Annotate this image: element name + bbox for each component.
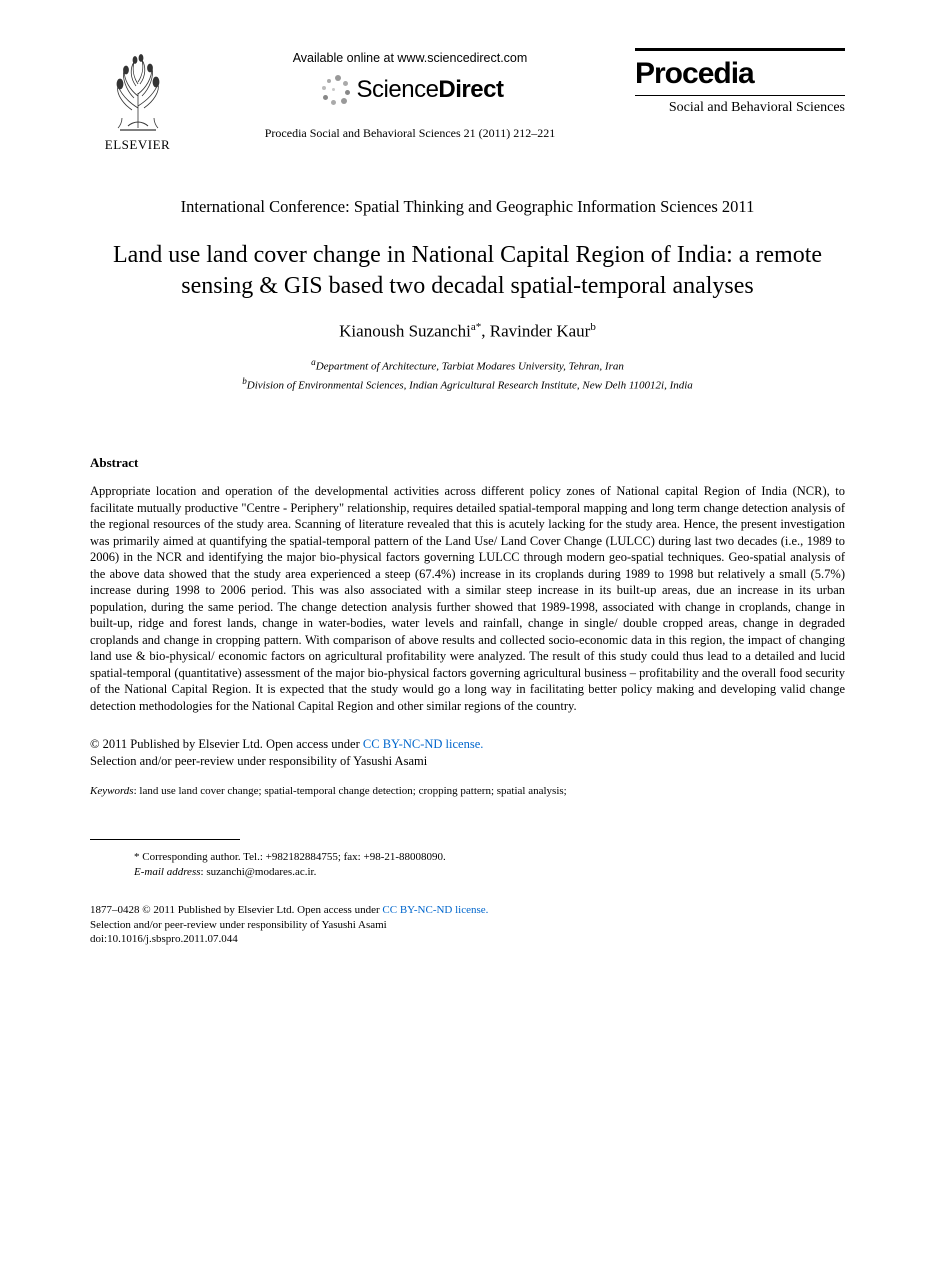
affil-a: Department of Architecture, Tarbiat Moda… — [316, 360, 624, 372]
procedia-logo-block: Procedia Social and Behavioral Sciences — [635, 48, 845, 118]
author-sep: , — [481, 322, 490, 341]
footer-line1b: Open access under — [297, 904, 382, 916]
sciencedirect-logo: ScienceDirect — [317, 73, 504, 107]
keywords-text: : land use land cover change; spatial-te… — [134, 785, 567, 797]
affil-b: Division of Environmental Sciences, Indi… — [247, 379, 693, 391]
author-2-sup: b — [590, 321, 596, 333]
abstract-heading: Abstract — [90, 454, 845, 472]
footnote-email-label: E-mail address — [134, 866, 201, 878]
authors-line: Kianoush Suzanchia*, Ravinder Kaurb — [90, 320, 845, 344]
footnote-rule — [90, 839, 240, 840]
keywords-label: Keywords — [90, 785, 134, 797]
conference-name: International Conference: Spatial Thinki… — [90, 196, 845, 218]
copyright-line1b: Open access under — [266, 737, 363, 751]
author-1: Kianoush Suzanchi — [339, 322, 471, 341]
elsevier-label: ELSEVIER — [105, 136, 170, 154]
footer-line1a: 1877–0428 © 2011 Published by Elsevier L… — [90, 904, 297, 916]
keywords-line: Keywords: land use land cover change; sp… — [90, 784, 845, 799]
paper-header: ELSEVIER Available online at www.science… — [90, 48, 845, 154]
footer-license-link[interactable]: CC BY-NC-ND license. — [382, 904, 488, 916]
copyright-block: © 2011 Published by Elsevier Ltd. Open a… — [90, 736, 845, 770]
page-footer: 1877–0428 © 2011 Published by Elsevier L… — [90, 903, 845, 948]
copyright-line1a: © 2011 Published by Elsevier Ltd. — [90, 737, 266, 751]
header-center: Available online at www.sciencedirect.co… — [185, 48, 635, 141]
corresponding-author-footnote: * Corresponding author. Tel.: +982182884… — [134, 850, 845, 881]
journal-citation: Procedia Social and Behavioral Sciences … — [265, 125, 555, 141]
elsevier-logo-block: ELSEVIER — [90, 48, 185, 154]
sd-part1: Science — [357, 76, 439, 103]
footnote-corr: * Corresponding author. Tel.: +982182884… — [134, 850, 845, 865]
procedia-title: Procedia — [635, 59, 845, 89]
sciencedirect-swirl-icon — [317, 73, 351, 107]
author-2: Ravinder Kaur — [490, 322, 591, 341]
sciencedirect-wordmark: ScienceDirect — [357, 74, 504, 106]
license-link[interactable]: CC BY-NC-ND license. — [363, 737, 483, 751]
elsevier-tree-icon — [100, 48, 176, 134]
footer-line2: Selection and/or peer-review under respo… — [90, 919, 387, 931]
copyright-line2: Selection and/or peer-review under respo… — [90, 754, 427, 768]
procedia-subtitle: Social and Behavioral Sciences — [635, 95, 845, 118]
author-1-sup: a* — [471, 321, 481, 333]
paper-title: Land use land cover change in National C… — [110, 240, 825, 302]
footnote-email: : suzanchi@modares.ac.ir. — [201, 866, 317, 878]
footer-doi: doi:10.1016/j.sbspro.2011.07.044 — [90, 933, 238, 945]
abstract-body: Appropriate location and operation of th… — [90, 483, 845, 714]
available-online-text: Available online at www.sciencedirect.co… — [293, 50, 528, 67]
affiliations: aDepartment of Architecture, Tarbiat Mod… — [90, 356, 845, 394]
sd-part2: Direct — [438, 76, 503, 103]
